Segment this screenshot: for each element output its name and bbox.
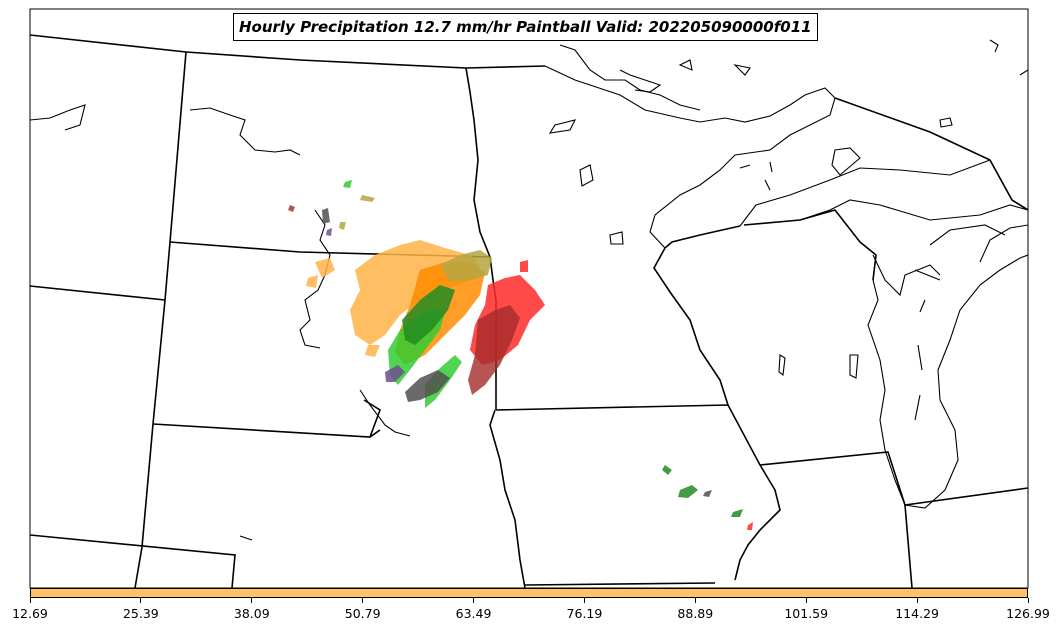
- member-purple: [326, 228, 405, 382]
- colorbar-tick-label: 12.69: [12, 606, 48, 621]
- colorbar-tick: [583, 598, 585, 603]
- colorbar-tick-label: 101.59: [784, 606, 829, 621]
- colorbar-tick-label: 38.09: [233, 606, 270, 621]
- basemap: [30, 34, 1028, 588]
- colorbar-tick-label: 63.49: [455, 606, 492, 621]
- member-red: [470, 260, 753, 530]
- colorbar-tick-label: 88.89: [677, 606, 714, 621]
- member-gray: [322, 208, 712, 497]
- member-brown: [288, 205, 520, 395]
- colorbar-tick: [473, 598, 475, 603]
- colorbar-tick-label: 126.99: [1006, 606, 1050, 621]
- colorbar-tick: [694, 598, 696, 603]
- colorbar: [30, 588, 1028, 598]
- lake-shorelines: [30, 39, 1028, 541]
- colorbar-tick: [916, 598, 918, 603]
- map-title: Hourly Precipitation 12.7 mm/hr Paintbal…: [233, 13, 818, 41]
- precipitation-paintball: [288, 180, 753, 530]
- colorbar-tick: [805, 598, 807, 603]
- colorbar-tick-label: 76.19: [566, 606, 603, 621]
- colorbar-tick: [29, 598, 31, 603]
- colorbar-tick: [140, 598, 142, 603]
- member-olive: [339, 195, 492, 282]
- state-borders: [30, 34, 1028, 588]
- member-dark-green: [402, 285, 743, 517]
- colorbar-tick-label: 50.79: [344, 606, 381, 621]
- colorbar-tick: [251, 598, 253, 603]
- colorbar-tick-label: 25.39: [122, 606, 159, 621]
- colorbar-tick-label: 114.29: [895, 606, 939, 621]
- colorbar-tick: [1027, 598, 1029, 603]
- colorbar-tick: [362, 598, 364, 603]
